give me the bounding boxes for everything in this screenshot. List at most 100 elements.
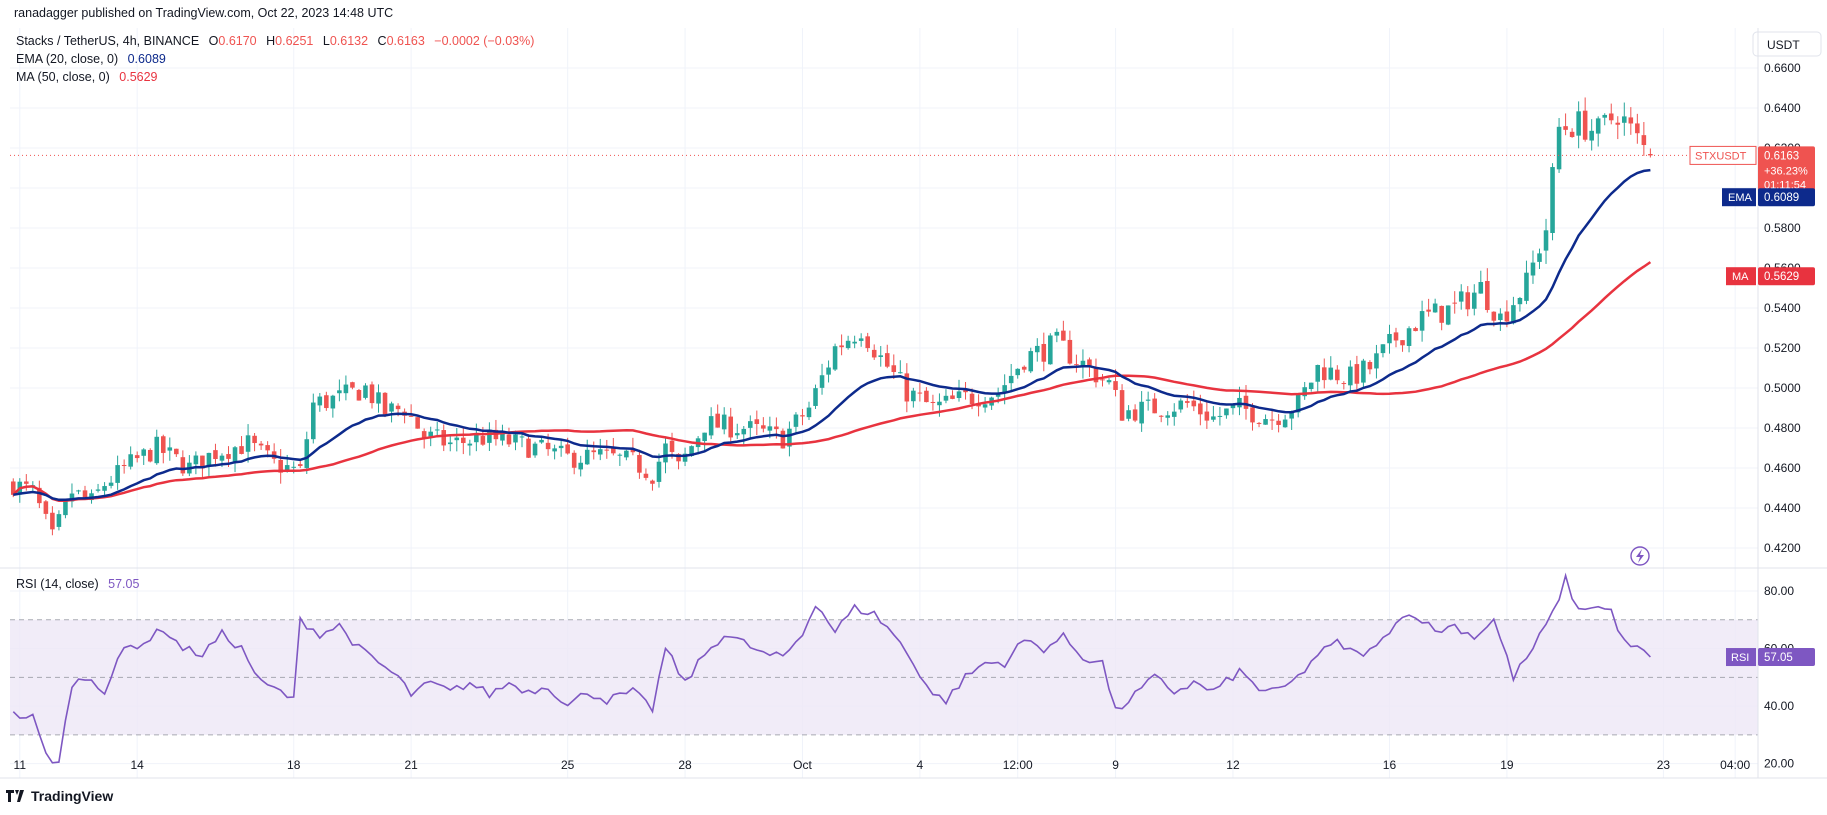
rsi-badge[interactable]: RSI 57.05 (1726, 648, 1815, 667)
candle (924, 387, 929, 403)
ma-badge[interactable]: MA 0.5629 (1726, 267, 1815, 286)
candle-body (1152, 398, 1157, 414)
candle (37, 480, 42, 509)
candle-body (767, 426, 773, 431)
ma-legend[interactable]: MA (50, close, 0) 0.5629 (16, 70, 158, 84)
candle (239, 436, 244, 455)
candle-body (421, 431, 427, 438)
tradingview-logo-icon (6, 790, 24, 802)
candle (813, 384, 818, 409)
time-tick-label: 18 (287, 758, 301, 772)
candle-body (1348, 366, 1353, 386)
candle (845, 335, 851, 350)
currency-label[interactable]: USDT (1767, 38, 1800, 52)
candle (552, 444, 557, 460)
candle-body (10, 481, 16, 495)
candle (356, 388, 362, 401)
candle (1445, 305, 1451, 326)
candle-body (1119, 390, 1125, 421)
candle-body (1041, 343, 1047, 362)
candle-body (1465, 292, 1471, 310)
rsi-legend-label: RSI (14, close) (16, 577, 99, 591)
candle-body (213, 450, 218, 460)
candle (1028, 347, 1034, 374)
candle-body (1289, 412, 1294, 419)
candle (1439, 305, 1444, 331)
candle-body (937, 401, 942, 406)
ma-legend-label: MA (50, close, 0) (16, 70, 110, 84)
candle (539, 437, 544, 444)
candle-body (265, 445, 270, 451)
candle-body (43, 501, 49, 514)
candle (780, 428, 786, 449)
candle-body (1413, 328, 1418, 332)
candle-body (800, 415, 805, 417)
candle (858, 333, 864, 347)
ma-legend-value: 0.5629 (119, 70, 158, 84)
candle-body (1393, 332, 1399, 341)
candle (389, 401, 394, 423)
candle (180, 450, 186, 476)
candle (1622, 102, 1627, 136)
ema-badge[interactable]: EMA 0.6089 (1722, 188, 1815, 207)
candle (76, 489, 81, 495)
candle-body (1308, 382, 1314, 390)
candle-body (728, 416, 734, 438)
candle-body (219, 455, 225, 461)
lightning-icon[interactable] (1630, 546, 1650, 566)
ema-legend[interactable]: EMA (20, close, 0) 0.6089 (16, 52, 166, 66)
candle-body (963, 388, 968, 393)
candle-body (682, 453, 688, 462)
candle-body (943, 395, 949, 401)
symbol-legend[interactable]: Stacks / TetherUS, 4h, BINANCE O0.6170 H… (16, 34, 534, 48)
candle (1315, 364, 1321, 394)
time-tick-label: 25 (561, 758, 575, 772)
candle (982, 396, 988, 413)
ema-badge-box (1758, 188, 1815, 207)
candle-body (669, 440, 675, 452)
symbol-price-badge[interactable]: STXUSDT 0.6163+36.23%01:11:54 (1689, 145, 1815, 195)
watermark-text: TradingView (31, 788, 114, 804)
candle-body (604, 449, 610, 451)
candle-body (1458, 291, 1464, 302)
candle (1374, 344, 1379, 379)
time-tick-label: 9 (1112, 758, 1119, 772)
candle (441, 424, 447, 452)
candle-body (69, 493, 75, 502)
candle-body (1471, 292, 1477, 309)
candle-body (1178, 400, 1184, 410)
rsi-tick-label: 40.00 (1764, 699, 1794, 713)
axes: 0.4200 0.4400 0.4600 0.4800 0.5000 0.5200 0.54… (0, 28, 1827, 779)
candle-body (813, 388, 818, 406)
candle-body (1008, 375, 1014, 384)
ema-badge-value: 0.6089 (1764, 192, 1799, 204)
candle-body (200, 455, 205, 469)
candle-body (1126, 410, 1131, 419)
candle-body (787, 428, 792, 447)
candle-body (50, 512, 55, 530)
candle (650, 479, 655, 491)
candle (206, 452, 212, 477)
candle-body (1263, 419, 1268, 425)
rsi-legend[interactable]: RSI (14, close) 57.05 (16, 577, 139, 591)
price-tick-label: 0.5800 (1764, 221, 1801, 235)
candle (271, 443, 277, 464)
candle-body (389, 403, 394, 412)
publisher-line: ranadagger published on TradingView.com,… (14, 6, 393, 20)
candle (50, 506, 55, 536)
candle-body (154, 436, 160, 464)
price-tick-label: 0.5000 (1764, 381, 1801, 395)
candle-body (382, 392, 388, 415)
candle (1178, 398, 1184, 413)
candle (519, 432, 525, 448)
candle-body (454, 437, 460, 441)
candle-body (297, 464, 303, 467)
candle (1426, 298, 1431, 317)
candle-body (82, 490, 88, 498)
candle (826, 360, 831, 383)
candle-body (761, 425, 766, 429)
candle-body (663, 443, 668, 463)
candle-body (1380, 344, 1386, 354)
currency-box[interactable] (1752, 31, 1822, 57)
